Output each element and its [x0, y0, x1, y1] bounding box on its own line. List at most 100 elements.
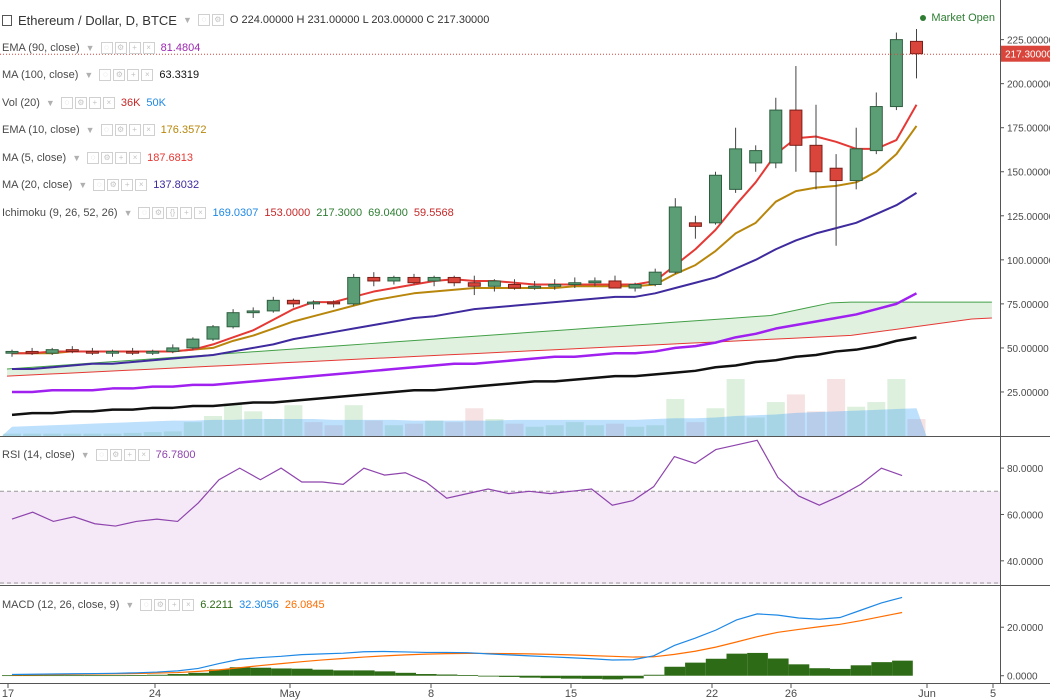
candle-body: [628, 283, 642, 289]
macd-histogram-bar: [312, 669, 334, 676]
legend-controls[interactable]: ◌ ⚙ + ×: [99, 69, 154, 81]
ichimoku-cloud: [7, 302, 992, 377]
volume-bar: [384, 425, 403, 436]
legend-controls[interactable]: ◌ ⚙ + ×: [93, 179, 148, 191]
legend-label: MA (100, close): [2, 69, 79, 81]
legend-ema90[interactable]: EMA (90, close) ▼ ◌ ⚙ + × 81.4804: [2, 39, 200, 57]
macd-histogram-bar: [602, 675, 623, 680]
time-tick-label: May: [280, 688, 301, 700]
legend-value: 63.3319: [159, 69, 200, 81]
legend-value: 137.8032: [153, 179, 200, 191]
legend-controls[interactable]: ◌ ⚙{} + ×: [138, 207, 207, 219]
collapse-icon[interactable]: [2, 14, 12, 26]
candle-body: [528, 285, 542, 289]
candle-body: [588, 280, 602, 284]
chevron-down-icon[interactable]: ▼: [84, 70, 94, 80]
time-tick-label: 15: [565, 688, 577, 700]
candle-body: [568, 282, 582, 285]
macd-histogram-bar: [374, 671, 396, 676]
chevron-down-icon[interactable]: ▼: [85, 125, 95, 135]
volume-bar: [867, 402, 886, 436]
legend-controls[interactable]: ◌ ⚙: [197, 14, 224, 26]
macd-histogram-bar: [664, 666, 686, 676]
ema90-line: [12, 292, 918, 394]
legend-controls[interactable]: ◌ ⚙ + ×: [95, 449, 150, 461]
time-tick-label: 5: [990, 688, 996, 700]
chevron-down-icon[interactable]: ▼: [123, 208, 133, 218]
candle-body: [709, 174, 722, 224]
legend-controls[interactable]: ◌ ⚙ + ×: [140, 599, 195, 611]
volume-bar: [485, 419, 504, 436]
candle-body: [246, 310, 260, 314]
volume-bar: [224, 403, 243, 436]
ichimoku-span-b: [6, 317, 992, 377]
chevron-down-icon[interactable]: ▼: [78, 180, 88, 190]
volume-bar: [183, 422, 202, 436]
macd-signal-line: [11, 611, 903, 676]
time-tick-label: 24: [149, 688, 161, 700]
candle-body: [45, 349, 59, 354]
legend-vol[interactable]: Vol (20) ▼ ◌ ⚙ + × 36K 50K: [2, 94, 166, 112]
chevron-down-icon[interactable]: ▼: [80, 450, 90, 460]
candle-body: [347, 276, 361, 305]
macd-histogram-bar: [105, 675, 127, 677]
macd-histogram-bar: [747, 652, 768, 676]
chevron-down-icon[interactable]: ▼: [125, 600, 135, 610]
volume-bar: [63, 433, 82, 436]
candle-body: [749, 150, 763, 164]
candle-body: [5, 350, 19, 354]
rsi-tick-label: 80.0000: [1007, 464, 1044, 475]
candle-body: [367, 276, 381, 282]
price-tick-label: 175.00000: [1007, 124, 1050, 135]
legend-controls[interactable]: ◌ ⚙ + ×: [87, 152, 142, 164]
volume-bar: [887, 379, 906, 436]
volume-bar: [23, 433, 42, 436]
legend-macd[interactable]: MACD (12, 26, close, 9) ▼ ◌ ⚙ + × 6.2211 32…: [2, 596, 325, 614]
macd-histogram-bar: [767, 658, 789, 676]
macd-histogram-bar: [623, 675, 644, 679]
candle-body: [889, 39, 903, 108]
macd-histogram-bar: [705, 658, 727, 676]
legend-label: Vol (20): [2, 97, 40, 109]
market-status: Market Open: [920, 12, 995, 24]
candle-body: [508, 283, 521, 289]
chevron-down-icon[interactable]: ▼: [182, 15, 192, 25]
volume-bar: [766, 402, 785, 436]
volume-bar: [143, 432, 162, 436]
macd-histogram-bar: [685, 662, 706, 676]
legend-value-3: 26.0845: [284, 599, 325, 611]
legend-ma100[interactable]: MA (100, close) ▼ ◌ ⚙ + × 63.3319: [2, 66, 199, 84]
legend-ichimoku[interactable]: Ichimoku (9, 26, 52, 26) ▼ ◌ ⚙{} + × 169.03…: [2, 204, 454, 222]
price-tag-bg: [1001, 45, 1050, 62]
candle-body: [648, 271, 662, 285]
chevron-down-icon[interactable]: ▼: [72, 153, 82, 163]
macd-histogram-bar: [291, 668, 313, 676]
legend-ma20[interactable]: MA (20, close) ▼ ◌ ⚙ + × 137.8032: [2, 176, 199, 194]
volume-bar: [284, 405, 303, 436]
macd-line: [11, 596, 903, 676]
volume-bar: [827, 379, 846, 436]
candle-body: [729, 148, 743, 190]
volume-bar: [123, 432, 142, 436]
legend-controls[interactable]: ◌ ⚙ + ×: [100, 42, 155, 54]
volume-bar: [525, 426, 544, 436]
price-tick-label: 25.00000: [1007, 388, 1049, 399]
legend-ma5[interactable]: MA (5, close) ▼ ◌ ⚙ + × 187.6813: [2, 149, 193, 167]
legend-controls[interactable]: ◌ ⚙ + ×: [60, 97, 115, 109]
candle-body: [769, 109, 783, 164]
legend-ema10[interactable]: EMA (10, close) ▼ ◌ ⚙ + × 176.3572: [2, 121, 206, 139]
legend-rsi[interactable]: RSI (14, close) ▼ ◌ ⚙ + × 76.7800: [2, 446, 195, 464]
chevron-down-icon[interactable]: ▼: [85, 43, 95, 53]
price-tag-label: 217.30000: [1005, 50, 1050, 61]
macd-histogram-bar: [229, 667, 251, 676]
chevron-down-icon[interactable]: ▼: [45, 98, 55, 108]
symbol-title[interactable]: Ethereum / Dollar, D, BTCE: [18, 12, 177, 28]
rsi-tick-label: 60.0000: [1007, 510, 1044, 521]
legend-value: 81.4804: [160, 42, 201, 54]
macd-histogram-bar: [788, 664, 810, 676]
legend-controls[interactable]: ◌ ⚙ + ×: [100, 124, 155, 136]
volume-ma-area: [2, 408, 927, 436]
candle-body: [688, 222, 702, 227]
macd-histogram-bar: [457, 674, 479, 676]
